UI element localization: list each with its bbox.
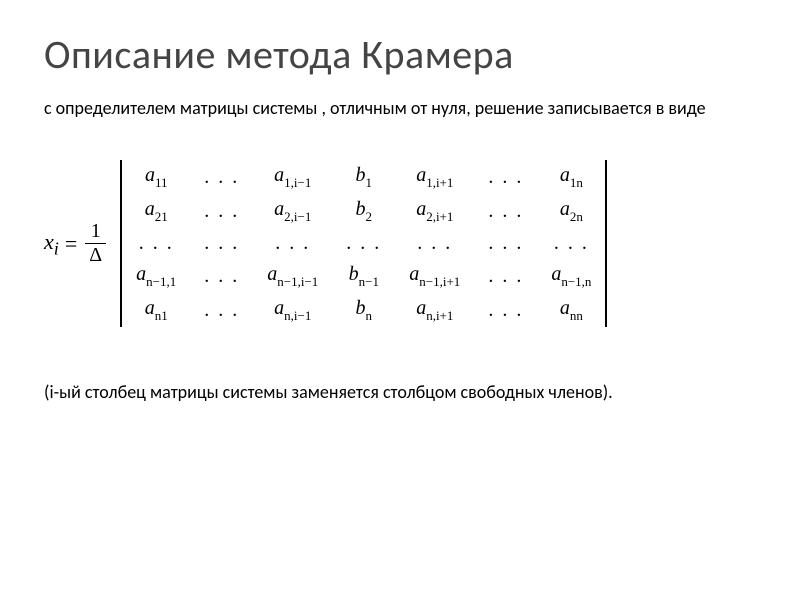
fraction-numerator: 1 [87, 221, 105, 243]
matrix-cell: b1 [332, 160, 395, 194]
matrix-cell: . . . [253, 228, 332, 259]
variable-base: x [44, 229, 54, 254]
matrix-cell: an,i−1 [253, 293, 332, 327]
matrix-cell: . . . [190, 259, 253, 293]
matrix-cell: an1 [122, 293, 190, 327]
cramer-formula: xi = 1 Δ a11. . .a1,i−1b1a1,i+1. . .a1na… [44, 160, 756, 327]
matrix-cell: b2 [332, 194, 395, 228]
matrix-cell: ann [537, 293, 605, 327]
matrix-row: an−1,1. . .an−1,i−1bn−1an−1,i+1. . .an−1… [122, 259, 605, 293]
matrix-cell: . . . [190, 160, 253, 194]
variable-xi: xi [44, 229, 59, 259]
equals-sign: = [65, 231, 77, 257]
matrix-cell: . . . [395, 228, 474, 259]
fraction-denominator: Δ [85, 244, 106, 266]
matrix-cell: a2,i+1 [395, 194, 474, 228]
matrix-cell: . . . [190, 194, 253, 228]
matrix-cell: . . . [122, 228, 190, 259]
matrix-cell: bn [332, 293, 395, 327]
matrix-cell: . . . [190, 228, 253, 259]
footnote-text: (i-ый столбец матрицы системы заменяется… [44, 381, 756, 404]
matrix-cell: . . . [474, 228, 537, 259]
matrix-cell: a21 [122, 194, 190, 228]
matrix-cell: . . . [474, 194, 537, 228]
one-over-delta: 1 Δ [85, 221, 106, 266]
matrix-cell: a11 [122, 160, 190, 194]
matrix-cell: a2n [537, 194, 605, 228]
matrix-cell: . . . [474, 160, 537, 194]
matrix-cell: . . . [332, 228, 395, 259]
page-title: Описание метода Крамера [44, 30, 756, 79]
matrix-cell: . . . [537, 228, 605, 259]
matrix-cell: a1,i−1 [253, 160, 332, 194]
matrix-cell: . . . [474, 259, 537, 293]
matrix-row: an1. . .an,i−1bnan,i+1. . .ann [122, 293, 605, 327]
intro-text: с определителем матрицы системы , отличн… [44, 97, 756, 120]
matrix-cell: an−1,i−1 [253, 259, 332, 293]
matrix-cell: an−1,1 [122, 259, 190, 293]
matrix-cell: . . . [190, 293, 253, 327]
matrix-cell: an−1,i+1 [395, 259, 474, 293]
det-right-bar [605, 160, 607, 327]
matrix-cell: a2,i−1 [253, 194, 332, 228]
matrix-cell: a1,i+1 [395, 160, 474, 194]
matrix-cell: an−1,n [537, 259, 605, 293]
variable-sub: i [54, 238, 59, 258]
determinant-matrix: a11. . .a1,i−1b1a1,i+1. . .a1na21. . .a2… [122, 160, 605, 327]
matrix-cell: . . . [474, 293, 537, 327]
matrix-cell: an,i+1 [395, 293, 474, 327]
matrix-cell: bn−1 [332, 259, 395, 293]
matrix-row: a11. . .a1,i−1b1a1,i+1. . .a1n [122, 160, 605, 194]
matrix-row: . . .. . .. . .. . .. . .. . .. . . [122, 228, 605, 259]
determinant: a11. . .a1,i−1b1a1,i+1. . .a1na21. . .a2… [120, 160, 607, 327]
formula-lhs: xi = 1 Δ [44, 221, 114, 266]
matrix-row: a21. . .a2,i−1b2a2,i+1. . .a2n [122, 194, 605, 228]
matrix-cell: a1n [537, 160, 605, 194]
